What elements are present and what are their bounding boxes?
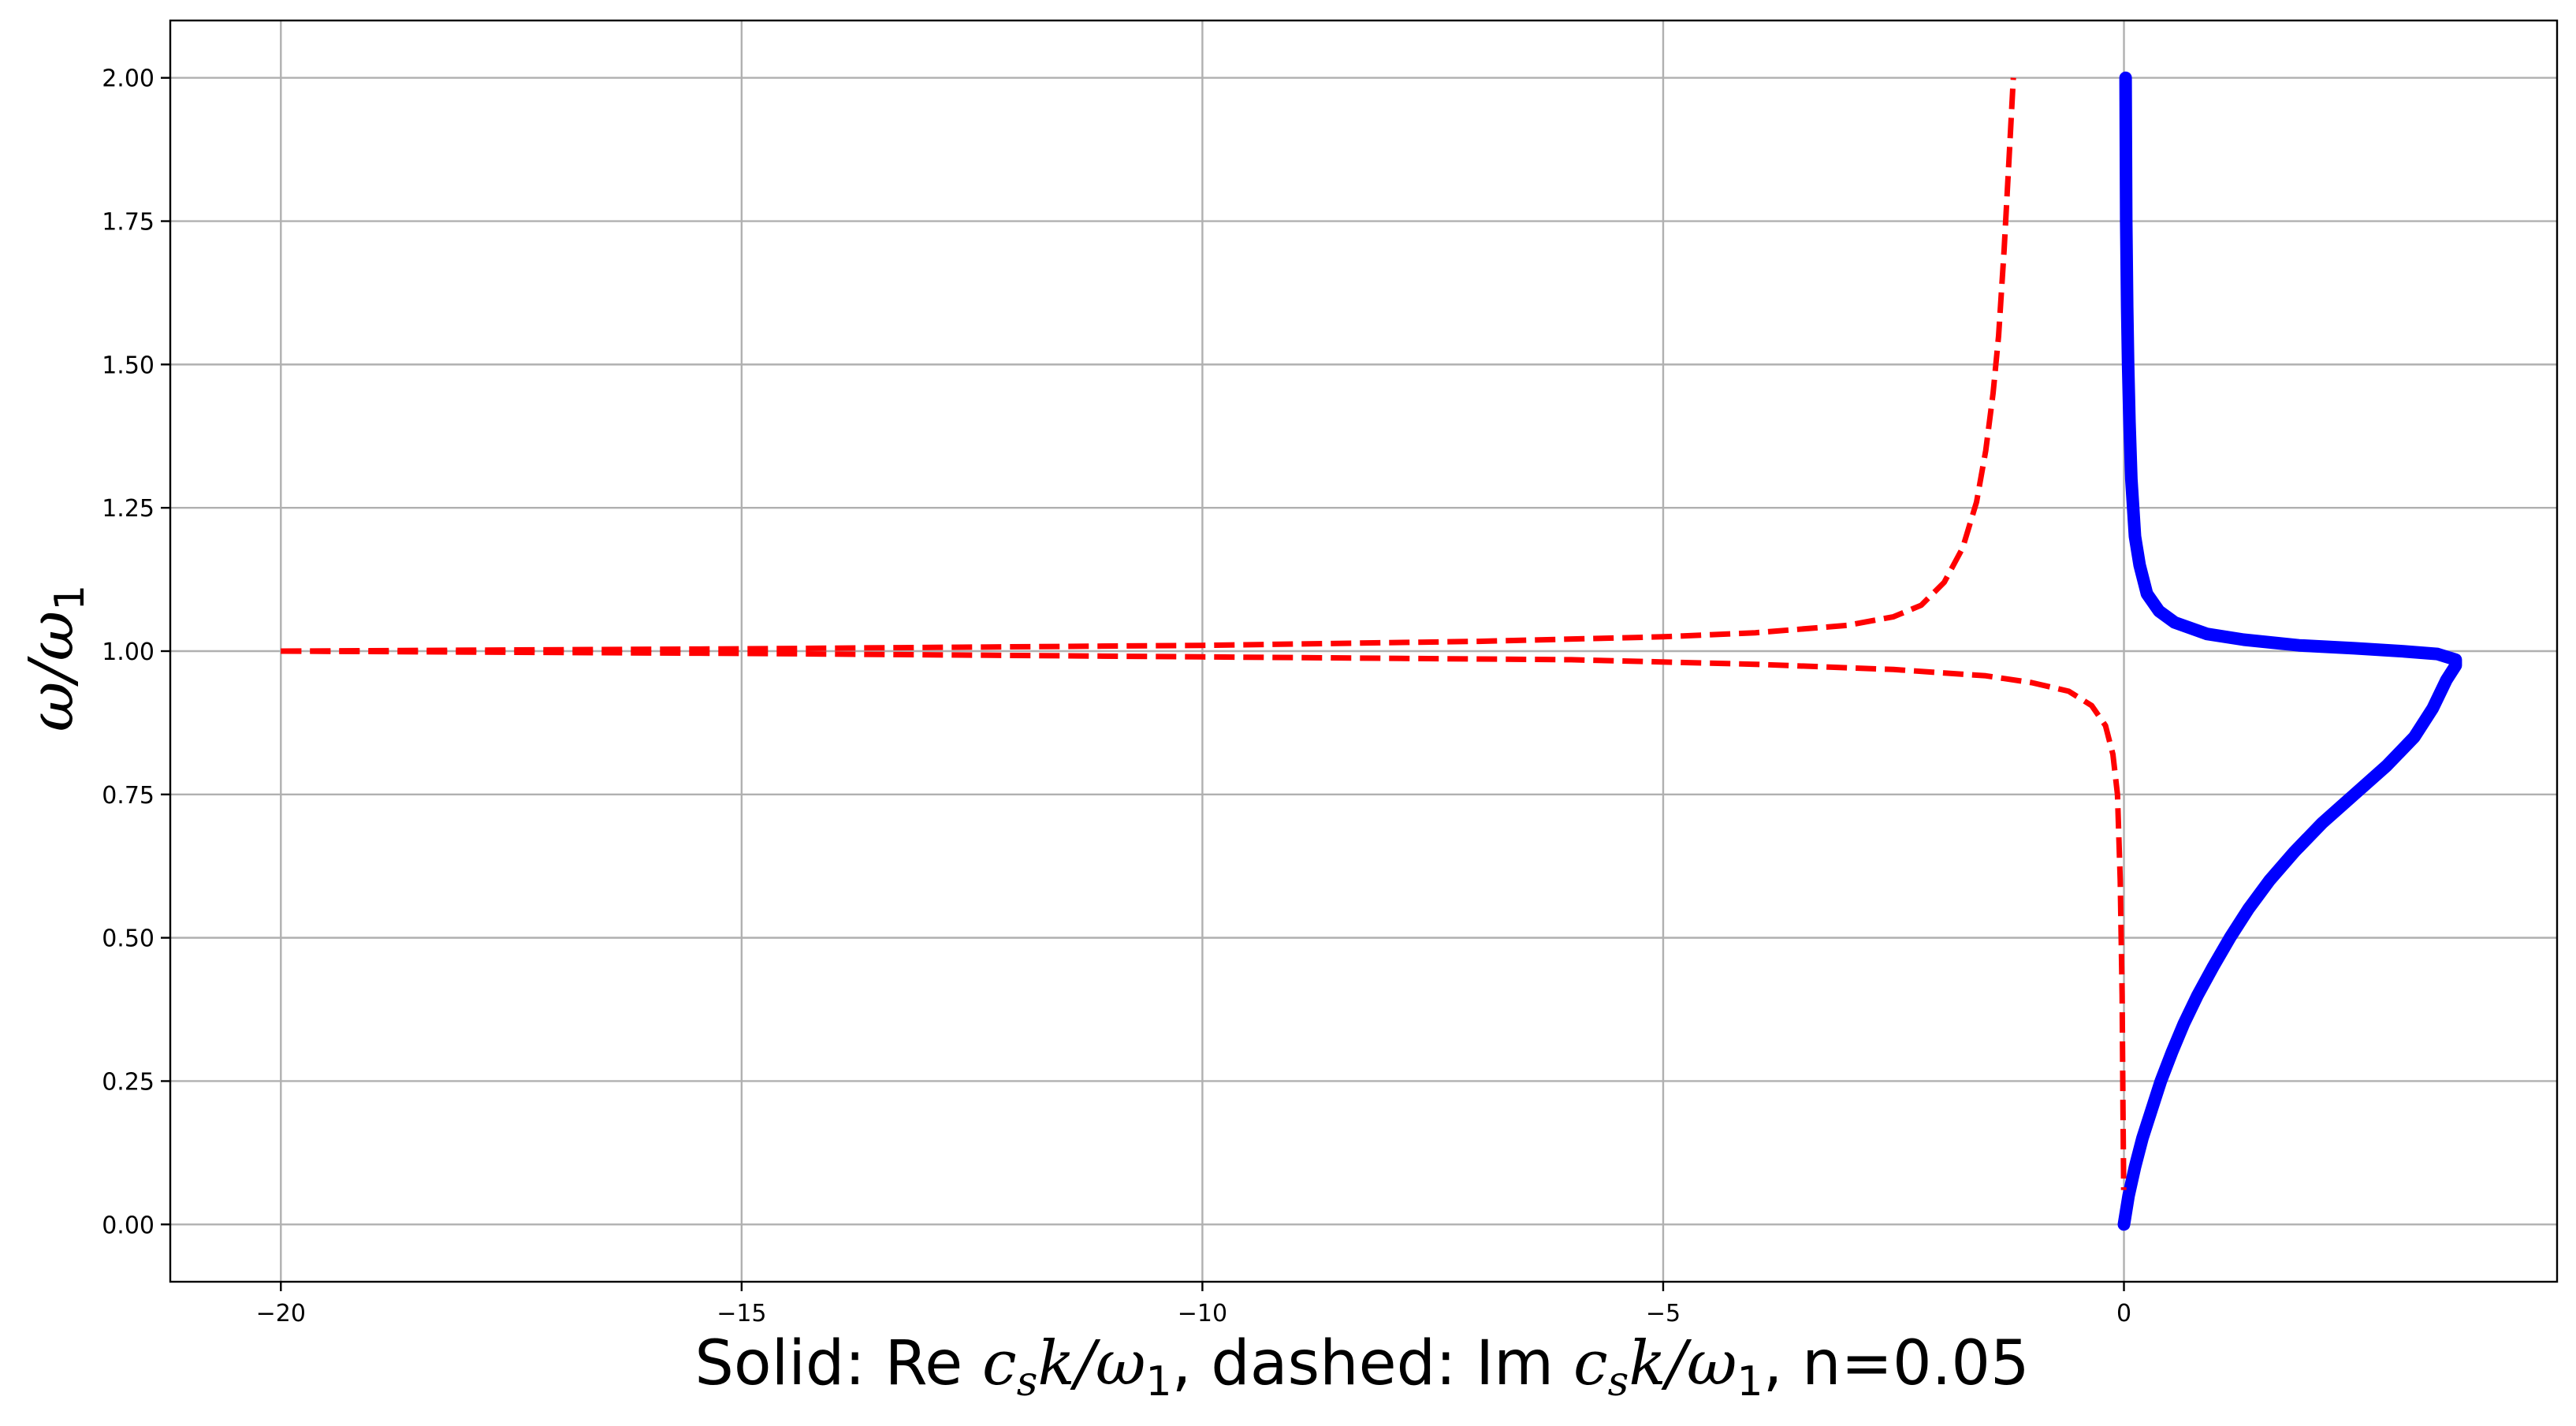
y-tick-label: 0.25	[102, 1068, 154, 1096]
x-tick-label: −20	[256, 1300, 306, 1327]
series-line-dashed-lower	[281, 648, 2127, 1190]
grid-lines	[170, 20, 2557, 1282]
y-tick-label: 1.00	[102, 639, 154, 666]
y-tick-label: 0.75	[102, 782, 154, 810]
y-tick-label: 1.25	[102, 495, 154, 523]
data-series	[281, 71, 2462, 1231]
x-tick-label: 0	[2116, 1300, 2131, 1327]
y-tick-label: 2.00	[102, 65, 154, 93]
x-tick-label: −5	[1646, 1300, 1681, 1327]
series-line-solid	[2117, 71, 2462, 1231]
y-axis-label: ω/ω1	[17, 585, 94, 732]
x-tick-label: −15	[717, 1300, 766, 1327]
y-tick-label: 0.00	[102, 1212, 154, 1239]
axis-ticks: −20 −15 −10 −5 0 0.00 0.25 0.50 0.75 1.00 1.25 1.50…	[102, 65, 2131, 1327]
y-tick-label: 1.50	[102, 352, 154, 379]
x-tick-label: −10	[1178, 1300, 1227, 1327]
series-line-dashed-upper	[281, 77, 2016, 654]
y-tick-label: 0.50	[102, 925, 154, 953]
y-tick-label: 1.75	[102, 209, 154, 236]
x-axis-label: Solid: Re csk/ω1, dashed: Im csk/ω1, n=0…	[694, 1328, 2029, 1406]
